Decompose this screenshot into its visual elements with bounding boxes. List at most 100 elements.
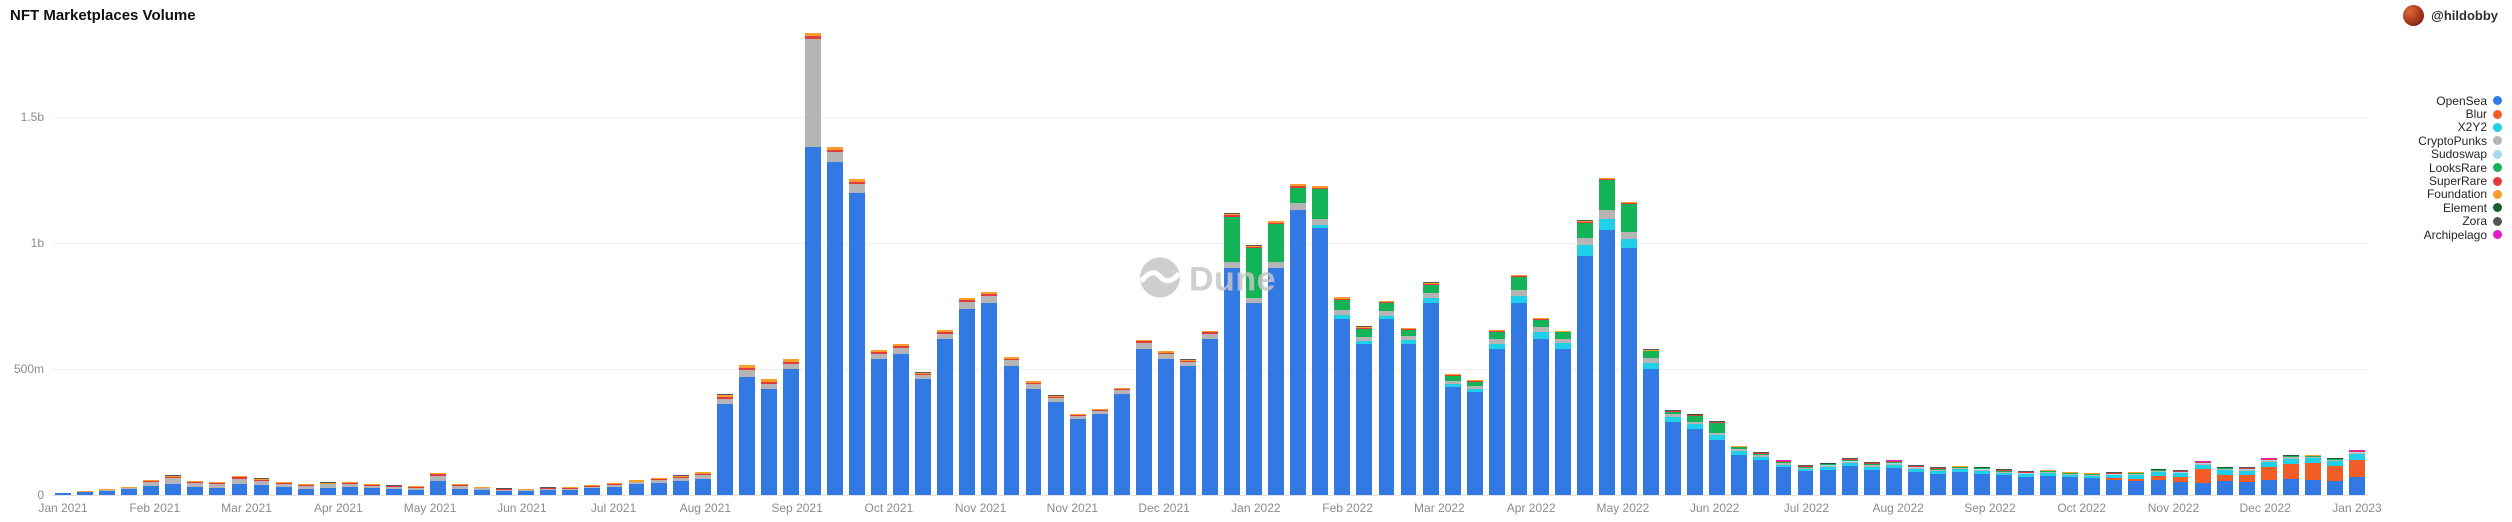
bar-week-2022-04-18[interactable] (1532, 317, 1549, 495)
bar-week-2021-05-31[interactable] (518, 488, 535, 495)
bar-week-2022-08-29[interactable] (1952, 465, 1968, 495)
bar-week-2021-11-01[interactable] (1003, 356, 1020, 495)
bar-week-2022-01-24[interactable] (1268, 220, 1285, 495)
bar-week-2022-03-07[interactable] (1400, 327, 1417, 495)
bar-week-2022-06-06[interactable] (1687, 414, 1704, 495)
bar-week-2022-01-10[interactable] (1224, 213, 1240, 495)
bar-week-2022-11-21[interactable] (2216, 466, 2233, 495)
legend-item-cryptopunks[interactable]: CryptoPunks (2418, 134, 2502, 148)
bar-week-2021-08-02[interactable] (716, 394, 733, 495)
bar-week-2021-02-15[interactable] (187, 480, 204, 495)
bar-week-2021-04-12[interactable] (363, 483, 380, 495)
bar-week-2021-03-01[interactable] (231, 475, 248, 495)
bar-week-2021-11-29[interactable] (1091, 409, 1108, 495)
bar-week-2021-05-24[interactable] (496, 488, 513, 495)
bar-week-2021-07-26[interactable] (694, 471, 711, 495)
bar-week-2021-09-20[interactable] (871, 350, 888, 495)
legend-item-sudoswap[interactable]: Sudoswap (2418, 147, 2502, 161)
bar-week-2022-03-21[interactable] (1444, 373, 1461, 495)
bar-week-2022-03-28[interactable] (1466, 379, 1483, 495)
bar-week-2021-03-29[interactable] (319, 482, 336, 495)
bar-week-2022-12-19[interactable] (2304, 454, 2321, 495)
bar-week-2022-03-14[interactable] (1422, 282, 1439, 495)
legend-item-superrare[interactable]: SuperRare (2418, 174, 2502, 188)
bar-week-2022-08-08[interactable] (1885, 460, 1902, 495)
bar-week-2022-11-14[interactable] (2194, 461, 2211, 495)
bar-week-2022-09-19[interactable] (2018, 471, 2035, 495)
bar-week-2022-02-21[interactable] (1356, 326, 1373, 495)
bar-week-2022-05-30[interactable] (1665, 410, 1682, 495)
bar-week-2022-06-27[interactable] (1753, 452, 1770, 495)
bar-week-2021-08-23[interactable] (782, 359, 799, 495)
bar-week-2022-12-05[interactable] (2260, 458, 2277, 495)
bar-week-2022-08-01[interactable] (1863, 462, 1880, 495)
bar-week-2022-09-05[interactable] (1974, 466, 1990, 495)
bar-week-2022-09-26[interactable] (2040, 469, 2057, 495)
bar-week-2021-11-15[interactable] (1047, 395, 1064, 495)
bar-week-2021-09-13[interactable] (849, 178, 866, 495)
bar-week-2022-09-12[interactable] (1996, 469, 2012, 495)
bar-week-2021-02-08[interactable] (165, 475, 182, 495)
legend-item-archipelago[interactable]: Archipelago (2418, 228, 2502, 242)
bar-week-2021-12-20[interactable] (1157, 351, 1174, 495)
bar-week-2021-01-25[interactable] (121, 487, 138, 495)
bar-week-2022-01-03[interactable] (1202, 330, 1218, 495)
bar-week-2021-11-08[interactable] (1025, 381, 1042, 495)
legend-item-foundation[interactable]: Foundation (2418, 187, 2502, 201)
bar-week-2021-01-18[interactable] (99, 489, 116, 495)
bar-week-2022-04-11[interactable] (1510, 274, 1527, 495)
bar-week-2022-05-16[interactable] (1621, 201, 1638, 495)
bar-week-2021-07-19[interactable] (672, 475, 689, 495)
bar-week-2021-04-05[interactable] (341, 482, 358, 495)
bar-week-2021-03-15[interactable] (275, 481, 292, 495)
bar-week-2021-04-26[interactable] (408, 486, 424, 495)
bar-week-2022-07-25[interactable] (1841, 458, 1858, 495)
bar-week-2021-07-12[interactable] (650, 477, 667, 495)
bar-week-2021-02-22[interactable] (209, 482, 226, 495)
bar-week-2022-06-20[interactable] (1731, 445, 1748, 495)
bar-week-2021-06-21[interactable] (584, 485, 601, 495)
bar-week-2021-01-04[interactable] (55, 492, 71, 495)
bar-week-2021-03-08[interactable] (253, 478, 270, 495)
bar-week-2021-05-03[interactable] (430, 472, 446, 495)
bar-week-2021-10-18[interactable] (959, 298, 976, 495)
legend-item-x2y2[interactable]: X2Y2 (2418, 120, 2502, 134)
bar-week-2022-10-24[interactable] (2128, 471, 2145, 495)
bar-week-2022-11-07[interactable] (2172, 470, 2189, 495)
bar-week-2021-01-11[interactable] (77, 491, 94, 495)
bar-week-2021-11-22[interactable] (1069, 414, 1086, 495)
bar-week-2021-06-07[interactable] (540, 487, 557, 495)
bar-week-2022-08-15[interactable] (1907, 465, 1924, 495)
legend-item-looksrare[interactable]: LooksRare (2418, 161, 2502, 175)
bar-week-2022-10-31[interactable] (2150, 468, 2167, 495)
bar-week-2022-02-14[interactable] (1334, 297, 1351, 495)
bar-week-2022-12-12[interactable] (2282, 454, 2299, 495)
author-attribution[interactable]: @hildobby (2403, 5, 2498, 26)
bar-week-2021-08-09[interactable] (738, 364, 755, 495)
bar-week-2022-07-04[interactable] (1775, 460, 1792, 495)
bar-week-2021-12-27[interactable] (1180, 359, 1196, 495)
bar-week-2022-10-17[interactable] (2106, 472, 2123, 495)
bar-week-2022-08-22[interactable] (1929, 467, 1946, 495)
bar-week-2023-01-02[interactable] (2349, 450, 2365, 495)
bar-week-2022-07-11[interactable] (1797, 465, 1814, 495)
bar-week-2021-05-17[interactable] (474, 486, 491, 495)
legend-item-blur[interactable]: Blur (2418, 107, 2502, 121)
bar-week-2022-01-17[interactable] (1246, 245, 1263, 495)
bar-week-2021-10-25[interactable] (981, 291, 998, 495)
bar-week-2021-08-16[interactable] (760, 378, 777, 495)
bar-week-2021-06-28[interactable] (606, 483, 623, 495)
bar-week-2021-10-04[interactable] (915, 372, 932, 495)
bar-week-2021-10-11[interactable] (937, 330, 954, 495)
bar-week-2022-01-31[interactable] (1290, 183, 1307, 495)
bar-week-2021-02-01[interactable] (143, 479, 160, 495)
bar-week-2022-10-03[interactable] (2062, 471, 2079, 495)
bar-week-2022-04-25[interactable] (1554, 330, 1571, 495)
bar-week-2021-12-13[interactable] (1135, 339, 1152, 495)
bar-week-2022-05-09[interactable] (1599, 177, 1615, 495)
bar-week-2021-09-27[interactable] (893, 343, 910, 495)
bar-week-2022-02-07[interactable] (1312, 185, 1329, 495)
bar-week-2021-09-06[interactable] (827, 146, 843, 495)
bar-week-2021-03-22[interactable] (297, 483, 314, 495)
legend-item-element[interactable]: Element (2418, 201, 2502, 215)
